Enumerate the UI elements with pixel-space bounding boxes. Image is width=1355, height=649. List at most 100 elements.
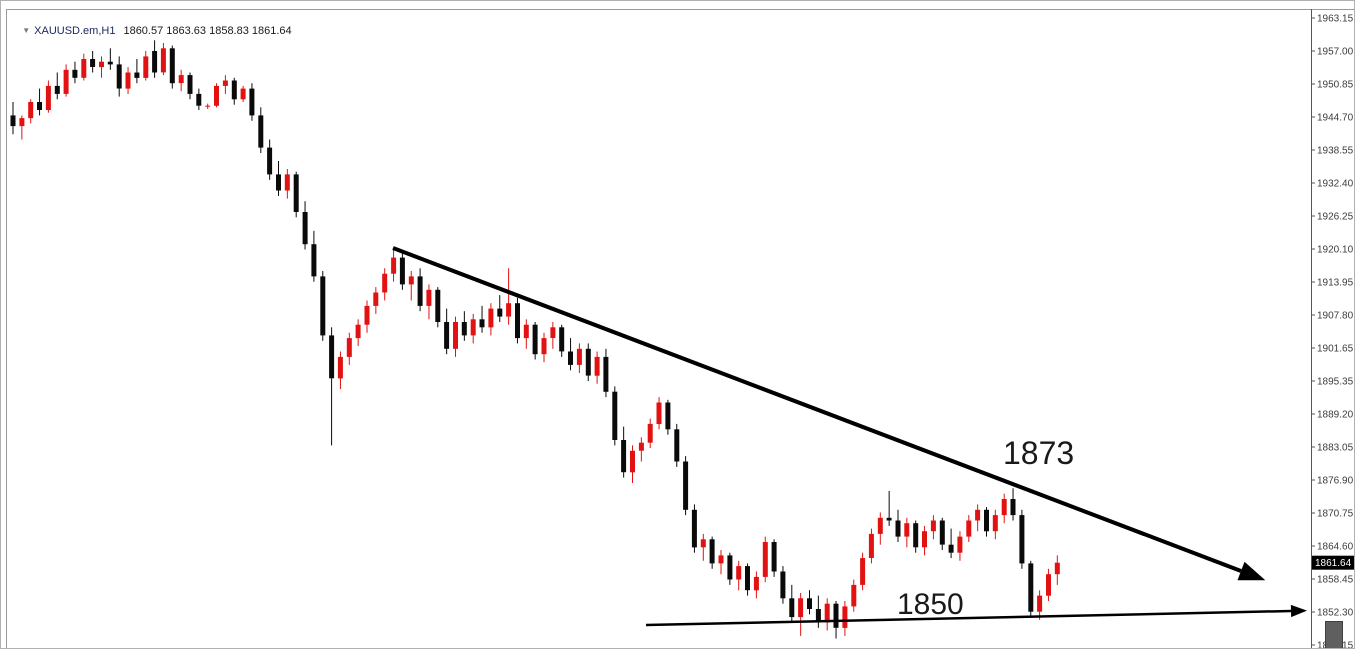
candle-body — [957, 536, 963, 553]
candle-body — [789, 598, 795, 618]
candle-body — [745, 566, 750, 591]
candle-body — [975, 509, 981, 521]
candle-body — [851, 584, 857, 607]
candles-layer — [10, 40, 1060, 639]
candle-body — [329, 335, 335, 379]
candle-body — [178, 75, 184, 84]
chart-frame — [6, 9, 1354, 648]
y-axis-label: 1852.30 — [1317, 608, 1354, 619]
candle-body — [90, 59, 96, 67]
candle-body — [435, 289, 441, 322]
y-axis-label: 1938.55 — [1317, 146, 1354, 157]
candle-body — [904, 523, 910, 537]
candle-body — [665, 402, 671, 430]
candle-body — [621, 440, 627, 473]
y-axis-label: 1932.40 — [1317, 179, 1354, 190]
symbol-timeframe-label[interactable]: XAUUSD.em,H1 — [34, 25, 116, 37]
y-axis-label: 1926.25 — [1317, 212, 1354, 223]
candle-body — [647, 423, 653, 443]
candle-body — [674, 429, 680, 462]
candle-body — [470, 319, 476, 336]
candle-body — [134, 72, 140, 78]
price-axis: 1963.15 1957.00 1950.85 1944.70 1938.55 1932.… — [1311, 14, 1354, 648]
trendline-arrowhead-icon — [1237, 561, 1266, 581]
candle-body — [116, 64, 122, 89]
candle-body — [1010, 499, 1016, 516]
candle-body — [417, 276, 423, 306]
candle-body — [258, 115, 264, 148]
candle-body — [1046, 574, 1051, 596]
candle-body — [585, 348, 591, 376]
candle-body — [346, 338, 352, 357]
candle-body — [37, 102, 42, 110]
candle-body — [550, 327, 556, 338]
candle-body — [382, 273, 388, 293]
candle-body — [355, 324, 361, 339]
candle-body — [780, 571, 786, 599]
candle-body — [408, 276, 414, 285]
candle-body — [461, 322, 467, 336]
candle-body — [152, 51, 158, 73]
y-axis-label: 1858.45 — [1317, 575, 1354, 586]
candle-body — [515, 303, 520, 339]
candle-body — [532, 324, 538, 355]
candle-body — [656, 402, 662, 424]
candle-body — [267, 147, 273, 175]
candle-body — [523, 324, 529, 339]
candle-body — [214, 85, 219, 106]
candle-body — [868, 533, 874, 558]
candle-body — [700, 539, 706, 548]
candle-body — [54, 85, 60, 94]
candle-body — [833, 603, 839, 628]
candle-body — [939, 520, 945, 545]
candle-body — [488, 308, 494, 328]
y-axis-label: 1895.35 — [1317, 377, 1354, 388]
y-axis-label: 1889.20 — [1317, 410, 1354, 421]
price-annotation: 1873 — [1003, 435, 1074, 471]
candle-body — [391, 257, 397, 274]
candle-body — [1019, 515, 1025, 564]
candle-body — [143, 56, 149, 78]
candle-body — [753, 576, 759, 591]
candle-body — [1028, 563, 1034, 612]
candle-body — [709, 539, 715, 564]
y-axis-label: 1957.00 — [1317, 47, 1354, 58]
price-annotation: 1850 — [897, 588, 964, 621]
y-axis-label: 1876.90 — [1317, 476, 1354, 487]
candle-body — [28, 102, 34, 119]
candle-body — [930, 520, 936, 532]
trendline[interactable] — [645, 609, 1292, 627]
candle-body — [922, 531, 927, 548]
candle-body — [187, 75, 193, 94]
candle-body — [824, 603, 830, 623]
candle-body — [992, 515, 998, 532]
candle-body — [984, 509, 989, 532]
candle-body — [497, 308, 503, 317]
candle-body — [107, 61, 113, 65]
y-axis-label: 1901.65 — [1317, 344, 1354, 355]
y-axis-label: 1950.85 — [1317, 80, 1354, 91]
candle-body — [568, 351, 573, 365]
candle-body — [815, 609, 821, 623]
candle-body — [612, 391, 618, 440]
candle-body — [205, 105, 211, 107]
candle-body — [169, 48, 175, 84]
candle-body — [762, 542, 768, 577]
candle-body — [966, 520, 972, 537]
scrollbar-thumb[interactable] — [1325, 621, 1343, 648]
candle-body — [895, 520, 901, 537]
trendline[interactable] — [392, 246, 1242, 573]
candle-body — [603, 356, 609, 392]
candle-body — [311, 244, 317, 277]
candle-body — [506, 303, 512, 317]
candle-body — [240, 88, 246, 100]
y-axis-label: 1920.10 — [1317, 245, 1354, 256]
candle-body — [736, 566, 742, 580]
candle-body — [807, 598, 812, 609]
y-axis-label: 1883.05 — [1317, 443, 1354, 454]
candle-body — [798, 598, 804, 618]
symbol-dropdown-icon[interactable]: ▼ — [22, 26, 31, 35]
candle-body — [293, 174, 299, 212]
candle-body — [125, 72, 131, 89]
